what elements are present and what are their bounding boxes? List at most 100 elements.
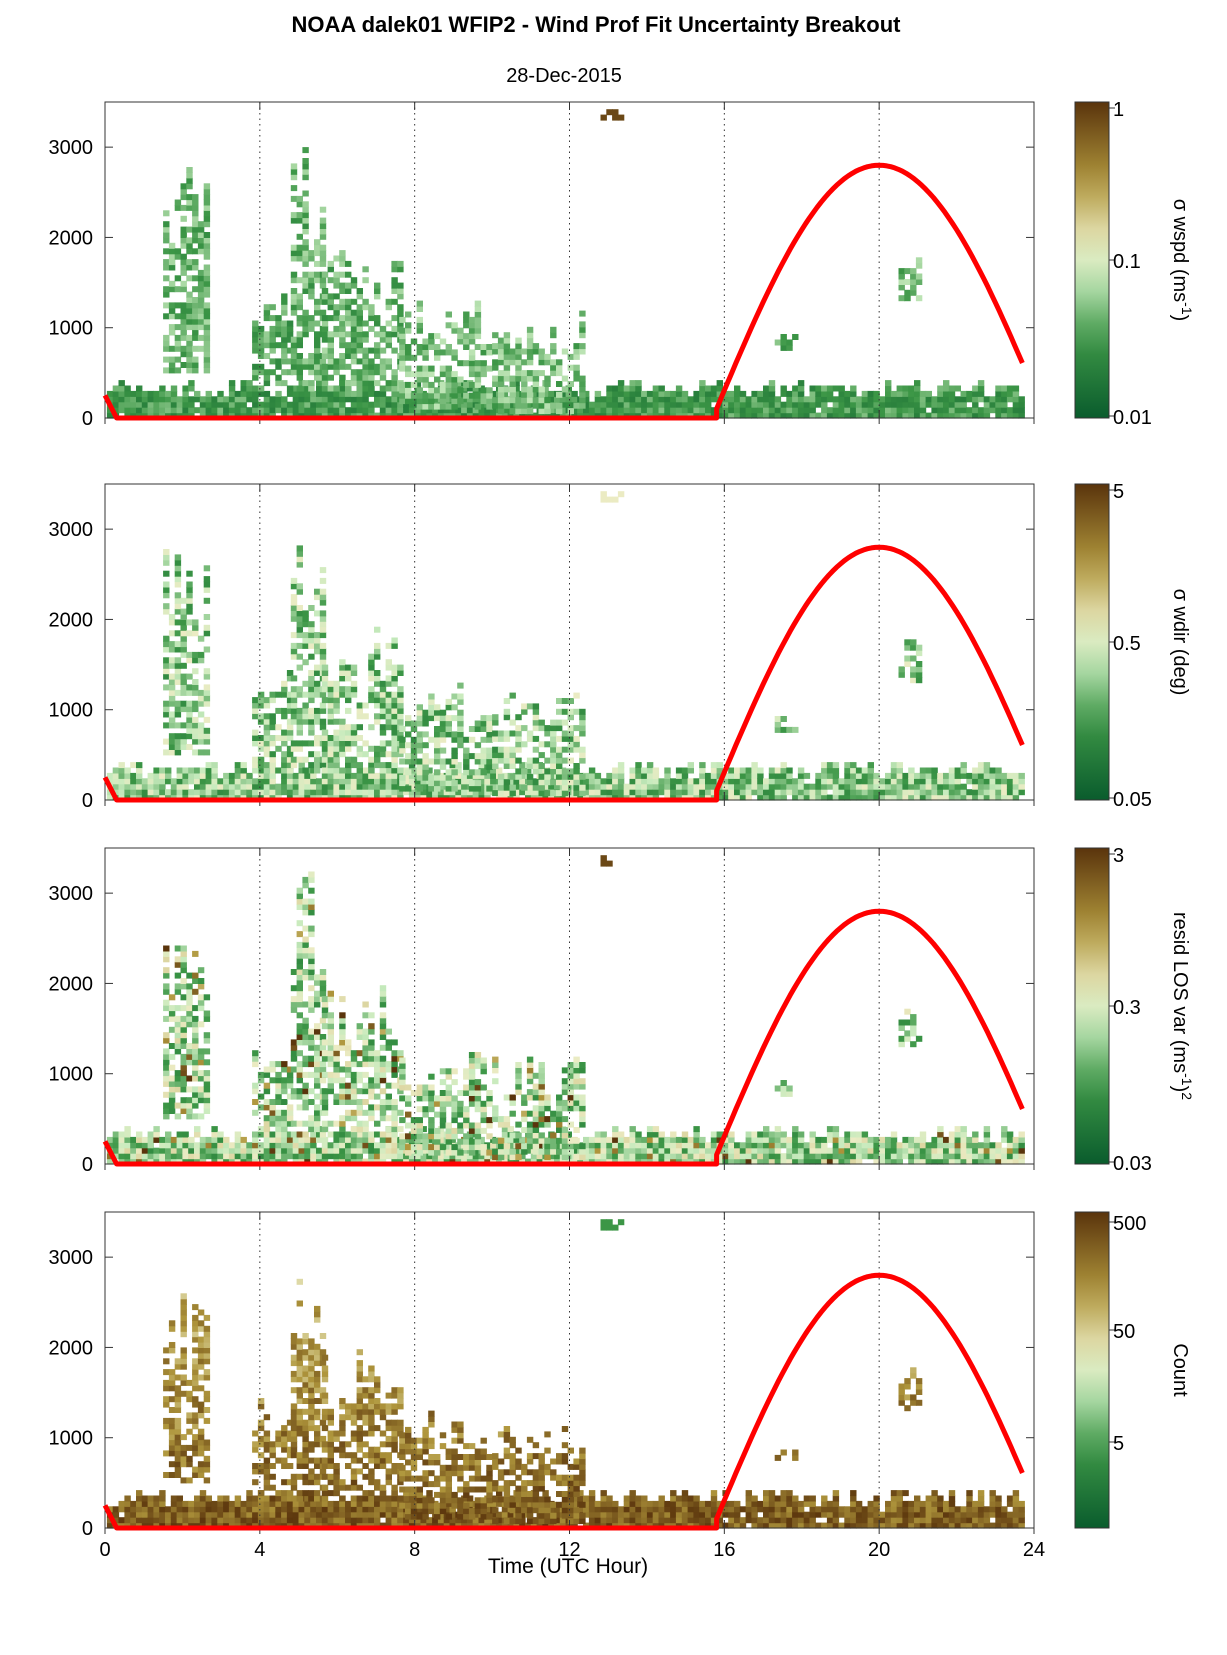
heat-cell	[468, 338, 476, 345]
heat-cell	[670, 1142, 677, 1149]
heat-cell	[223, 1153, 230, 1160]
heat-cell	[910, 655, 917, 662]
heat-cell	[716, 385, 723, 392]
heat-cell	[327, 1082, 334, 1089]
heat-cell	[515, 348, 522, 355]
heat-cell	[339, 718, 346, 725]
heat-cell	[141, 789, 149, 796]
heat-cell	[168, 711, 176, 718]
heat-cell	[321, 670, 329, 676]
heat-cell	[509, 752, 516, 759]
heat-cell	[687, 401, 694, 408]
heat-cell	[286, 756, 294, 763]
heat-cell	[275, 1126, 282, 1133]
heat-cell	[333, 702, 340, 709]
heat-cell	[327, 1147, 334, 1154]
heat-cell	[368, 664, 375, 671]
heat-cell	[345, 380, 352, 387]
heat-cell	[623, 1136, 631, 1143]
heat-cell	[943, 778, 950, 785]
heat-cell	[176, 783, 183, 790]
heat-cell	[739, 1142, 747, 1149]
heat-cell	[873, 1136, 880, 1143]
heat-cell	[983, 1131, 991, 1138]
heat-cell	[434, 774, 441, 781]
heat-cell	[290, 642, 298, 649]
heat-cell	[763, 1153, 770, 1160]
heat-cell	[519, 772, 526, 779]
heat-cell	[379, 713, 387, 720]
heat-cell	[497, 337, 505, 344]
heat-cell	[286, 1120, 294, 1127]
heat-cell	[561, 708, 569, 715]
heat-cell	[374, 396, 381, 403]
heat-cell	[379, 680, 387, 687]
heat-cell	[521, 375, 528, 382]
heat-cell	[316, 1136, 323, 1143]
heat-cell	[290, 1050, 298, 1057]
heat-cell	[168, 313, 176, 320]
heat-cell	[623, 385, 631, 392]
heat-cell	[314, 756, 321, 763]
heat-cell	[205, 1136, 212, 1143]
heat-cell	[327, 1055, 334, 1062]
heat-cell	[763, 778, 770, 785]
heat-cell	[925, 778, 932, 785]
heat-cell	[786, 344, 793, 351]
heat-cell	[192, 738, 199, 745]
heat-cell	[751, 1142, 758, 1149]
heat-cell	[745, 1136, 752, 1143]
heat-cell	[838, 1142, 845, 1149]
heat-cell	[203, 733, 211, 740]
heat-cell	[379, 385, 387, 392]
heat-cell	[588, 767, 596, 774]
heat-cell	[1012, 778, 1020, 785]
heat-cell	[486, 715, 493, 722]
heat-cell	[995, 1158, 1002, 1165]
heat-cell	[379, 783, 387, 790]
heat-cell	[966, 772, 973, 779]
heat-cell	[281, 1136, 288, 1143]
heat-cell	[327, 342, 334, 349]
heat-cell	[507, 1136, 514, 1143]
heat-cell	[228, 778, 236, 785]
heat-cell	[879, 1153, 886, 1160]
heat-cell	[437, 1126, 445, 1133]
heat-cell	[339, 789, 346, 796]
heat-cell	[896, 1142, 903, 1149]
heat-cell	[168, 1015, 176, 1022]
heat-cell	[463, 333, 470, 340]
heat-cell	[873, 396, 880, 403]
heat-cell	[751, 390, 758, 397]
heat-cell	[434, 736, 441, 743]
heat-cell	[556, 402, 563, 409]
heat-cell	[263, 1147, 271, 1154]
heat-cell	[954, 385, 961, 392]
heat-cell	[850, 1131, 857, 1138]
heat-cell	[350, 390, 358, 397]
heat-cell	[937, 1153, 944, 1160]
heat-cell	[809, 794, 816, 801]
heat-cell	[658, 783, 665, 790]
heat-cell	[439, 747, 447, 754]
heat-cell	[302, 1131, 309, 1138]
heat-cell	[379, 778, 387, 785]
heat-cell	[308, 293, 315, 300]
heat-cell	[296, 626, 303, 633]
heat-cell	[538, 741, 545, 748]
heat-cell	[180, 1086, 187, 1093]
heat-cell	[428, 698, 435, 705]
heat-cell	[296, 363, 303, 370]
heat-cell	[492, 790, 499, 797]
heat-cell	[474, 360, 482, 367]
heat-cell	[391, 401, 398, 408]
heat-cell	[797, 1136, 805, 1143]
heat-cell	[290, 702, 298, 709]
heat-cell	[286, 675, 294, 682]
heat-cell	[989, 401, 996, 408]
heat-cell	[308, 271, 315, 278]
heat-cell	[861, 778, 869, 785]
heat-cell	[815, 789, 822, 796]
heat-cell	[269, 756, 276, 763]
heat-cell	[416, 742, 423, 749]
